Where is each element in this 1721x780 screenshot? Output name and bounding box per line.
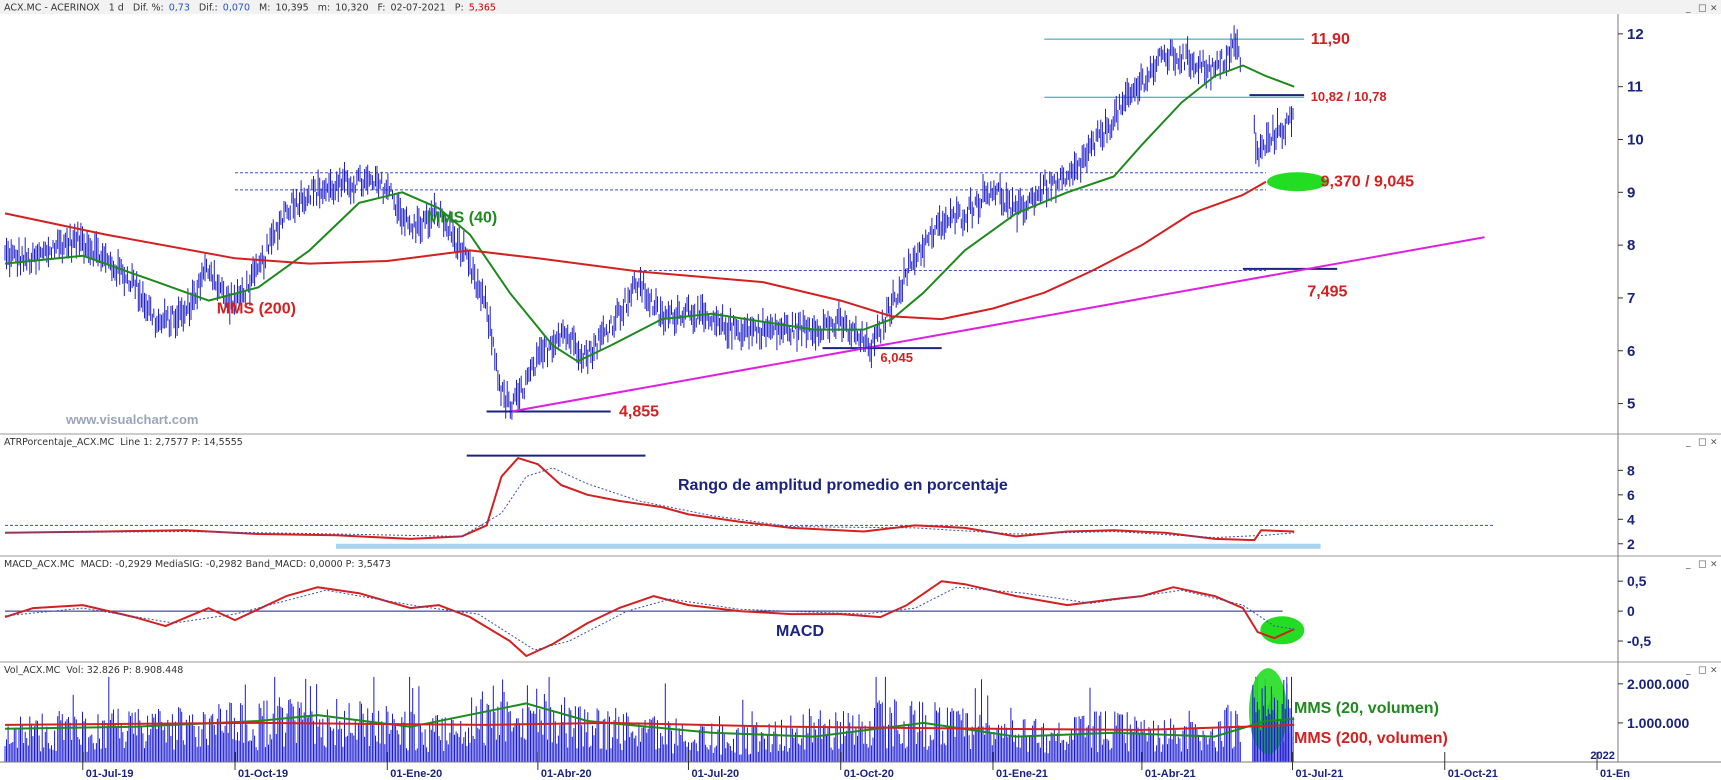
- restore-icon-0[interactable]: □: [1698, 4, 1707, 14]
- macd-tick-label: -0,5: [1627, 633, 1651, 649]
- macd-panel-header: MACD_ACX.MC MACD: -0,2929 MediaSIG: -0,29…: [4, 559, 391, 570]
- macd-panel: MACD: [4, 580, 1305, 657]
- close-icon-1[interactable]: ×: [1710, 438, 1718, 448]
- price-annotation: 9,370 / 9,045: [1321, 174, 1415, 191]
- header-dif-label: Dif.:: [199, 3, 218, 14]
- macd-tick-label: 0,5: [1627, 573, 1647, 589]
- x-tick-label: 01-Abr-20: [541, 768, 592, 780]
- price-annotation: 11,90: [1311, 31, 1350, 48]
- price-bars: [4, 25, 1294, 420]
- volume-tick-label: 2.000.000: [1627, 676, 1689, 692]
- support-trendline: [511, 236, 1485, 413]
- atr-tick-label: 2: [1627, 536, 1635, 552]
- price-tick-label: 11: [1627, 79, 1643, 96]
- price-tick-label: 5: [1627, 396, 1635, 413]
- close-icon-2[interactable]: ×: [1710, 560, 1718, 570]
- x-tick-label: 01-Oct-19: [238, 768, 288, 780]
- macd-series-line: [4, 586, 1295, 651]
- restore-icon-2[interactable]: □: [1698, 560, 1707, 570]
- header-p: 5,365: [469, 3, 496, 14]
- price-tick-label: 7: [1627, 290, 1635, 307]
- x-tick-label: 01-Oct-20: [844, 768, 894, 780]
- watermark: www.visualchart.com: [65, 412, 198, 427]
- x-tick-label: 01-Oct-21: [1448, 768, 1498, 780]
- header-max: 10,395: [275, 3, 308, 14]
- atr-series-line: [4, 467, 1295, 539]
- price-tick-label: 10: [1627, 131, 1644, 148]
- x-tick-label: 01-En: [1600, 768, 1630, 780]
- price-annotation: 10,82 / 10,78: [1311, 89, 1387, 104]
- price-ma-mms-40-: [4, 64, 1295, 363]
- atr-header-name: ATRPorcentaje_ACX.MC: [4, 437, 115, 448]
- x-tick-label: 01-Ene-20: [390, 768, 442, 780]
- restore-icon-3[interactable]: □: [1698, 666, 1707, 676]
- header-dif-pct: 0,73: [169, 3, 190, 14]
- x-tick-label: 01-Jul-20: [691, 768, 739, 780]
- minimize-icon-2[interactable]: _: [1685, 560, 1691, 570]
- price-tick-label: 8: [1627, 237, 1635, 254]
- price-highlight-ellipse: [1266, 172, 1327, 192]
- restore-icon-1[interactable]: □: [1698, 438, 1707, 448]
- volume-ma-line: [4, 702, 1295, 738]
- price-tick-label: 6: [1627, 343, 1635, 360]
- close-icon-3[interactable]: ×: [1710, 666, 1718, 676]
- volume-header-values: Vol: 32.826 P: 8.908.448: [66, 665, 183, 676]
- volume-header-name: Vol_ACX.MC: [4, 665, 61, 676]
- volume-ma20-label: MMS (20, volumen): [1294, 700, 1439, 717]
- header-max-label: M:: [259, 3, 270, 14]
- header-date: 02-07-2021: [391, 3, 446, 14]
- x-tick-label: 01-Ene-21: [996, 768, 1048, 780]
- macd-series-line: [4, 580, 1295, 657]
- header-p-label: P:: [455, 3, 464, 14]
- close-icon-0[interactable]: ×: [1710, 4, 1718, 14]
- macd-highlight-ellipse: [1260, 616, 1305, 645]
- minimize-icon-1[interactable]: _: [1685, 438, 1691, 448]
- volume-panel-header: Vol_ACX.MC Vol: 32.826 P: 8.908.448: [4, 665, 183, 676]
- price-tick-label: 9: [1627, 184, 1635, 201]
- macd-tick-label: 0: [1627, 603, 1635, 619]
- atr-tick-label: 8: [1627, 462, 1635, 478]
- atr-header-values: Line 1: 2,7577 P: 14,5555: [120, 437, 243, 448]
- atr-tick-label: 4: [1627, 511, 1635, 527]
- atr-panel-header: ATRPorcentaje_ACX.MC Line 1: 2,7577 P: 14…: [4, 437, 243, 448]
- volume-panel: MMS (20, volumen) MMS (200, volumen): [4, 668, 1448, 762]
- price-annotation: 7,495: [1307, 284, 1347, 301]
- volume-ma-line: [4, 721, 1295, 731]
- year-marker: 2022: [1590, 750, 1614, 762]
- svg-text:ACX.MC - ACERINOX 1 d: ACX.MC - ACERINOX 1 d Dif. %: 0,73 Dif.:…: [4, 3, 496, 14]
- atr-series-line: [4, 457, 1295, 542]
- price-annotation: 6,045: [880, 350, 913, 365]
- x-tick-label: 01-Abr-21: [1145, 768, 1196, 780]
- header-min: 10,320: [335, 3, 368, 14]
- header-date-label: F:: [378, 3, 386, 14]
- price-annotation: MMS (40): [427, 210, 497, 227]
- atr-tick-label: 6: [1627, 487, 1635, 503]
- price-ma-mms-200-: [4, 180, 1267, 321]
- price-panel: 11,90 10,82 / 10,78 9,370 / 9,045 7,495 6,04…: [4, 25, 1485, 421]
- volume-ma200-label: MMS (200, volumen): [1294, 730, 1448, 747]
- minimize-icon-0[interactable]: _: [1685, 4, 1691, 14]
- volume-tick-label: 1.000.000: [1627, 715, 1689, 731]
- atr-title: Rango de amplitud promedio en porcentaje: [678, 477, 1008, 494]
- header-min-label: m:: [318, 3, 330, 14]
- x-tick-label: 01-Jul-21: [1296, 768, 1344, 780]
- price-annotation: 4,855: [619, 404, 659, 421]
- atr-panel: Rango de amplitud promedio en porcentaje: [4, 454, 1495, 549]
- header-symbol: ACX.MC - ACERINOX: [4, 3, 100, 14]
- macd-title: MACD: [776, 623, 824, 640]
- price-annotation: MMS (200): [217, 301, 296, 318]
- price-panel-header: ACX.MC - ACERINOX 1 d Dif. %: 0,73 Dif.:…: [0, 0, 1721, 14]
- minimize-icon-3[interactable]: _: [1685, 666, 1691, 676]
- price-tick-label: 12: [1627, 26, 1644, 43]
- volume-bars: [4, 676, 1294, 762]
- header-timeframe: 1 d: [109, 3, 124, 14]
- x-tick-label: 01-Jul-19: [86, 768, 134, 780]
- header-dif: 0,070: [223, 3, 250, 14]
- macd-header-name: MACD_ACX.MC: [4, 559, 75, 570]
- header-dif-pct-label: Dif. %:: [133, 3, 164, 14]
- macd-header-values: MACD: -0,2929 MediaSIG: -0,2982 Band_MAC…: [81, 559, 391, 570]
